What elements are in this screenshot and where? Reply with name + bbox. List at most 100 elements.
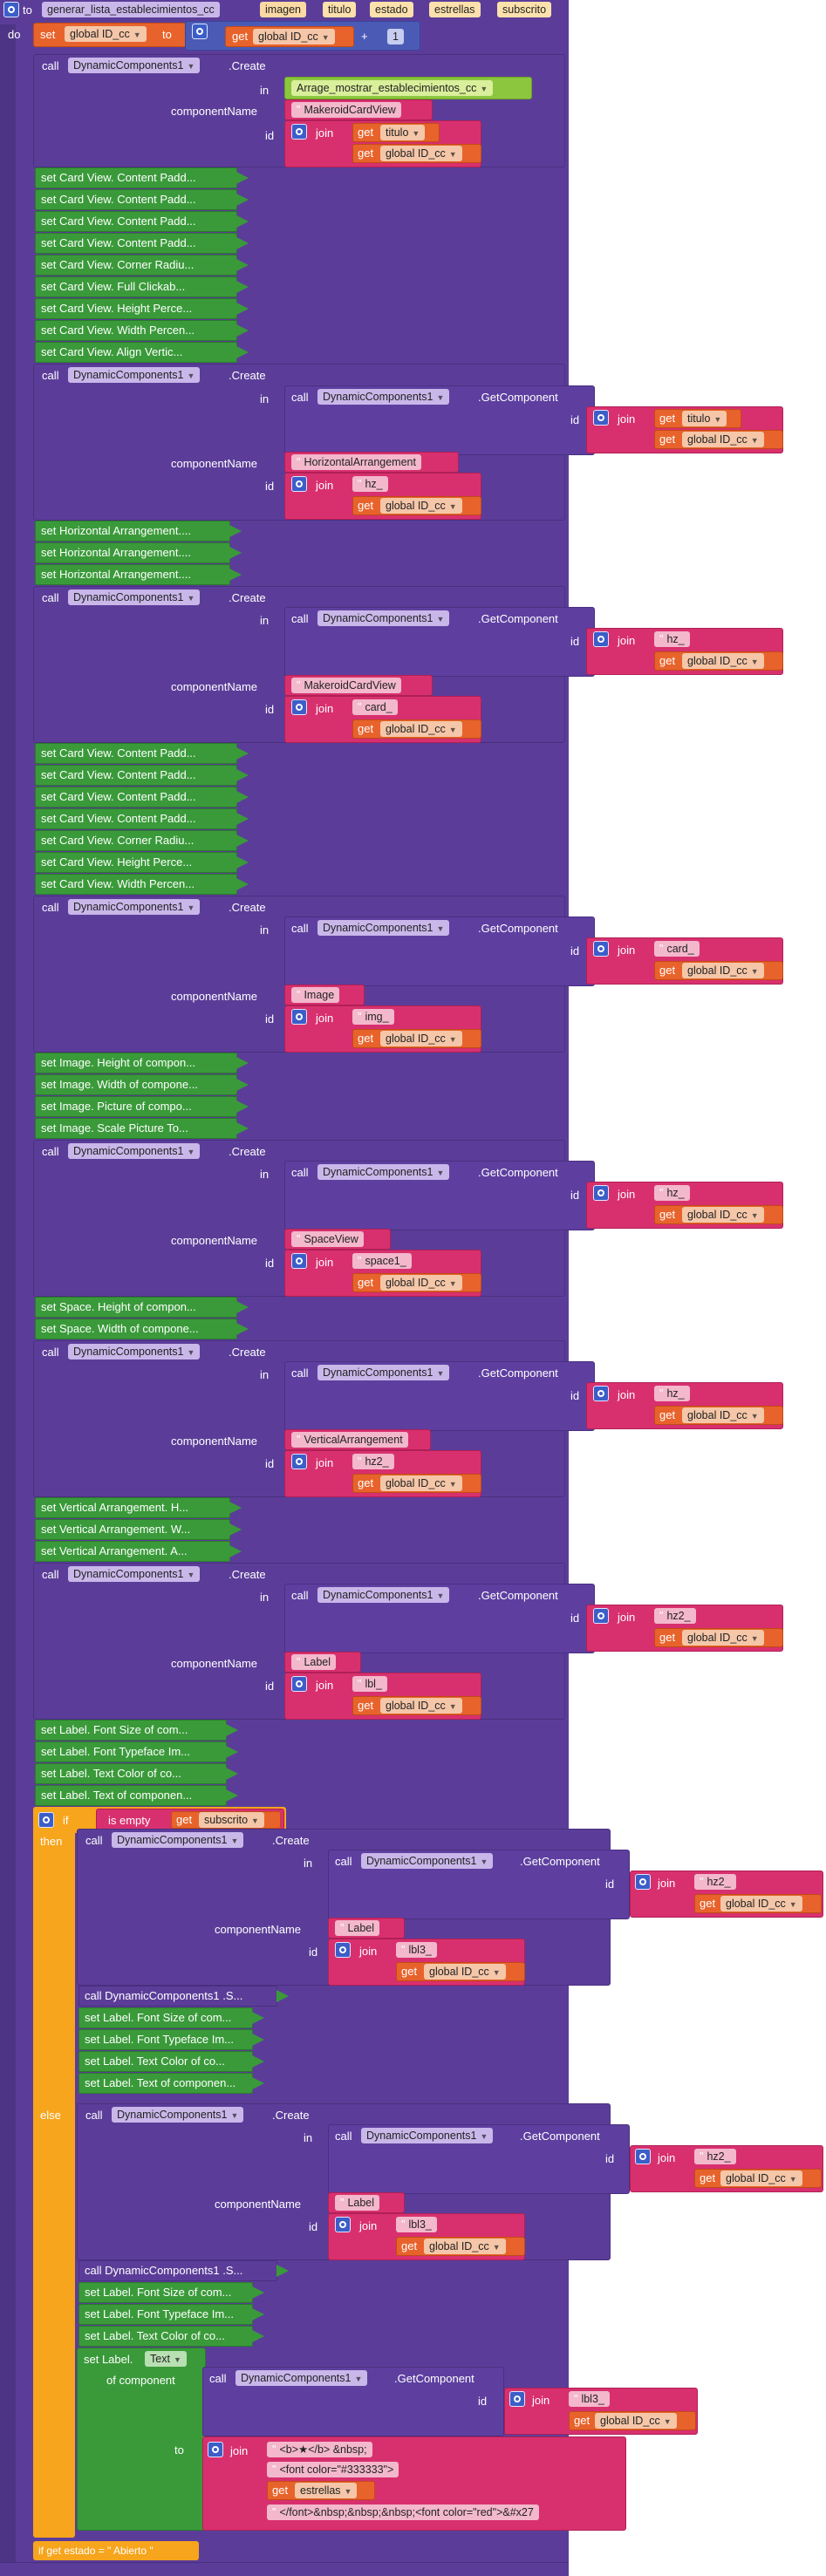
set-card-view-row[interactable]: set Card View. Height Perce... [35,852,249,873]
set-card-view-row[interactable]: set Card View. Content Padd... [35,787,249,808]
join-gear-icon[interactable] [635,2149,651,2164]
string-field[interactable]: " lbl3_ [396,1942,437,1958]
set-card-view-row[interactable]: set Card View. Corner Radiu... [35,255,249,276]
dynamic-components-dropdown[interactable]: DynamicComponents1 ▼ [68,1143,201,1159]
titulo-dropdown[interactable]: titulo ▼ [682,411,727,426]
join-gear-icon[interactable] [593,941,609,957]
param-estrellas[interactable]: estrellas [429,2,481,17]
dynamic-components-dropdown[interactable]: DynamicComponents1 ▼ [361,1853,494,1869]
set-image-row[interactable]: set Image. Height of compon... [35,1053,249,1073]
global-id-dropdown[interactable]: global ID_cc ▼ [380,721,462,737]
string-field[interactable]: " space1_ [352,1253,412,1269]
if-estado-block[interactable] [33,2541,199,2560]
global-id-dropdown[interactable]: global ID_cc ▼ [682,653,764,669]
global-id-dropdown[interactable]: global ID_cc ▼ [682,963,764,978]
subscrito-dropdown[interactable]: subscrito ▼ [199,1812,264,1828]
string-field[interactable]: " hz2_ [694,1874,736,1890]
global-id-dropdown[interactable]: global ID_cc ▼ [720,2171,802,2186]
dynamic-components-dropdown[interactable]: DynamicComponents1 ▼ [112,1832,244,1848]
string-field[interactable]: " hz_ [654,631,690,647]
add-mutator-gear-icon[interactable] [192,24,208,39]
global-id-dropdown[interactable]: global ID_cc ▼ [380,1698,462,1714]
global-id-dropdown[interactable]: global ID_cc ▼ [682,1630,764,1646]
arrangement-dropdown[interactable]: Arrage_mostrar_establecimientos_cc ▼ [291,80,494,96]
global-id-dropdown[interactable]: global ID_cc ▼ [380,1275,462,1291]
dynamic-components-dropdown[interactable]: DynamicComponents1 ▼ [317,1587,450,1603]
set-card-view-row[interactable]: set Card View. Align Vertic... [35,342,249,363]
dynamic-components-dropdown[interactable]: DynamicComponents1 ▼ [317,920,450,936]
join-gear-icon[interactable] [291,699,307,715]
join-gear-icon[interactable] [593,1608,609,1624]
string-field[interactable]: " MakeroidCardView [291,102,401,118]
global-id-dropdown[interactable]: global ID_cc ▼ [595,2413,677,2429]
set-card-view-row[interactable]: set Card View. Content Padd... [35,167,249,188]
global-id-dropdown[interactable]: global ID_cc ▼ [682,1207,764,1223]
set-space-row[interactable]: set Space. Height of compon... [35,1297,249,1318]
set-label-row[interactable]: set Label. Text Color of co... [79,2051,264,2072]
global-id-dropdown[interactable]: global ID_cc ▼ [720,1896,802,1912]
set-image-row[interactable]: set Image. Width of compone... [35,1074,249,1095]
number-one[interactable]: 1 [387,29,404,44]
text-property-dropdown[interactable]: Text ▼ [145,2351,187,2367]
string-field[interactable]: " <b>★</b> &nbsp; [267,2442,372,2457]
dynamic-components-dropdown[interactable]: DynamicComponents1 ▼ [68,367,201,383]
join-gear-icon[interactable] [291,1009,307,1025]
param-titulo[interactable]: titulo [323,2,357,17]
global-id-dropdown[interactable]: global ID_cc ▼ [682,432,764,447]
set-label-row[interactable]: set Label. Text Color of co... [79,2326,264,2347]
dynamic-components-dropdown[interactable]: DynamicComponents1 ▼ [317,389,450,405]
dynamic-components-dropdown[interactable]: DynamicComponents1 ▼ [68,899,201,915]
mutator-gear-icon[interactable] [3,2,19,17]
dynamic-components-dropdown[interactable]: DynamicComponents1 ▼ [317,1365,450,1380]
string-field[interactable]: " card_ [654,941,700,957]
set-vertical-row[interactable]: set Vertical Arrangement. A... [35,1541,242,1562]
join-gear-icon[interactable] [291,1253,307,1269]
set-label-row[interactable]: set Label. Text of componen... [35,1785,238,1806]
set-card-view-row[interactable]: set Card View. Width Percen... [35,874,249,895]
set-label-row[interactable]: set Label. Text of componen... [79,2073,264,2094]
set-horizontal-row[interactable]: set Horizontal Arrangement.... [35,564,242,585]
join-gear-icon[interactable] [593,1185,609,1201]
dynamic-components-dropdown[interactable]: DynamicComponents1 ▼ [317,1164,450,1180]
global-id-dropdown[interactable]: global ID_cc ▼ [424,2239,506,2254]
join-gear-icon[interactable] [335,1942,351,1958]
set-label-row[interactable]: set Label. Font Size of com... [79,2007,264,2028]
join-gear-icon[interactable] [593,410,609,426]
set-card-view-row[interactable]: set Card View. Corner Radiu... [35,830,249,851]
global-id-dropdown[interactable]: global ID_cc ▼ [380,146,462,161]
procedure-name-field[interactable]: generar_lista_establecimientos_cc [42,2,220,17]
join-gear-icon[interactable] [291,1454,307,1469]
string-field[interactable]: " SpaceView [291,1231,364,1247]
set-card-view-row[interactable]: set Card View. Content Padd... [35,189,249,210]
join-gear-icon[interactable] [291,476,307,492]
set-label-row[interactable]: set Label. Font Typeface Im... [79,2304,264,2325]
estrellas-dropdown[interactable]: estrellas ▼ [295,2483,358,2498]
dynamic-components-dropdown[interactable]: DynamicComponents1 ▼ [361,2128,494,2143]
set-label-row[interactable]: set Label. Font Typeface Im... [79,2029,264,2050]
set-card-view-row[interactable]: set Card View. Content Padd... [35,211,249,232]
join-gear-icon[interactable] [208,2442,223,2457]
set-card-view-row[interactable]: set Card View. Height Perce... [35,298,249,319]
string-field[interactable]: " Image [291,987,340,1003]
set-vertical-row[interactable]: set Vertical Arrangement. H... [35,1497,242,1518]
string-field[interactable]: " hz2_ [352,1454,394,1469]
dynamic-components-dropdown[interactable]: DynamicComponents1 ▼ [236,2370,368,2386]
join-gear-icon[interactable] [635,1874,651,1890]
set-image-row[interactable]: set Image. Scale Picture To... [35,1118,249,1139]
set-label-row[interactable]: set Label. Font Size of com... [79,2282,264,2303]
string-field[interactable]: " HorizontalArrangement [291,454,421,470]
titulo-dropdown[interactable]: titulo ▼ [380,125,426,140]
string-field[interactable]: " Label [335,1920,380,1936]
set-horizontal-row[interactable]: set Horizontal Arrangement.... [35,521,242,542]
string-field[interactable]: " </font>&nbsp;&nbsp;&nbsp;<font color="r… [267,2504,539,2520]
join-gear-icon[interactable] [509,2391,525,2407]
set-card-view-row[interactable]: set Card View. Full Clickab... [35,276,249,297]
string-field[interactable]: " VerticalArrangement [291,1432,408,1448]
string-field[interactable]: " lbl_ [352,1676,387,1692]
if-else-block[interactable] [33,1807,75,2538]
param-estado[interactable]: estado [370,2,413,17]
join-gear-icon[interactable] [593,631,609,647]
join-gear-icon[interactable] [335,2217,351,2232]
set-horizontal-row[interactable]: set Horizontal Arrangement.... [35,542,242,563]
dynamic-components-dropdown[interactable]: DynamicComponents1 ▼ [68,58,201,73]
